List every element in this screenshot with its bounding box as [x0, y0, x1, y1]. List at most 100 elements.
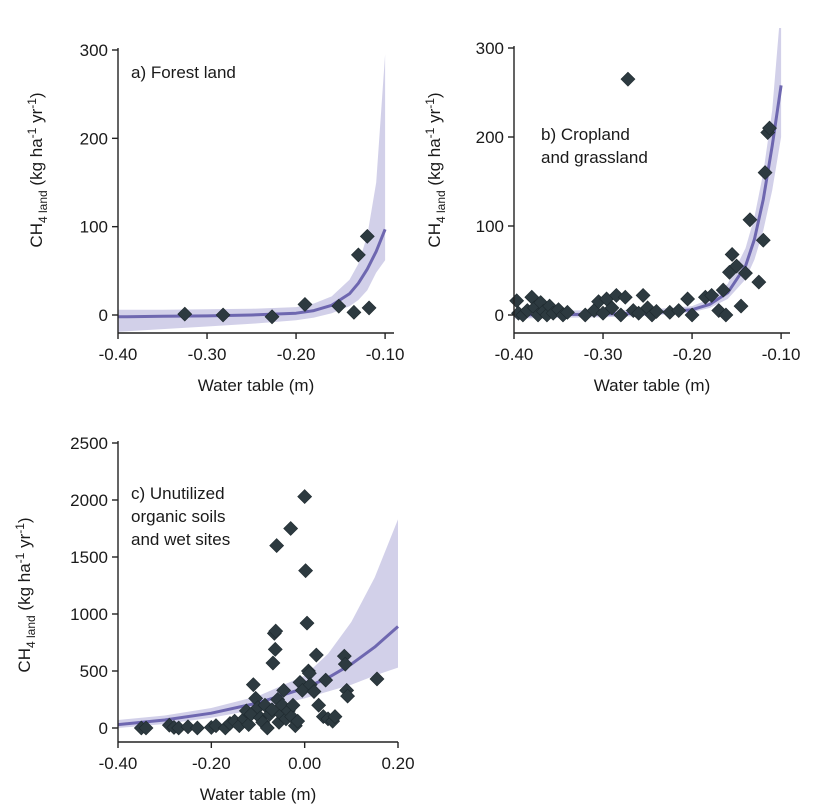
- data-point: [361, 300, 377, 316]
- data-point: [617, 289, 633, 305]
- y-tick-label: 2000: [70, 491, 108, 510]
- x-tick-label: -0.10: [366, 345, 405, 364]
- data-point: [264, 309, 280, 325]
- data-point: [649, 304, 664, 319]
- data-point: [715, 282, 731, 298]
- data-point: [762, 120, 777, 136]
- y-tick-label: 300: [476, 39, 504, 58]
- y-tick-label: 300: [80, 41, 108, 60]
- data-point: [276, 682, 292, 698]
- data-point: [308, 647, 324, 663]
- data-point: [311, 697, 327, 713]
- y-tick-label: 100: [476, 217, 504, 236]
- data-point: [359, 228, 375, 244]
- data-point: [369, 671, 385, 687]
- data-point: [738, 265, 753, 281]
- data-point: [189, 720, 205, 736]
- fit-curve: [118, 228, 387, 319]
- data-point: [298, 563, 314, 579]
- y-tick-label: 200: [80, 129, 108, 148]
- data-point: [671, 303, 687, 318]
- data-point: [283, 521, 299, 536]
- data-point: [340, 688, 356, 704]
- y-tick-label: 200: [476, 128, 504, 147]
- data-point: [259, 720, 275, 736]
- x-tick-label: -0.20: [277, 345, 316, 364]
- data-point: [729, 258, 745, 274]
- data-point: [180, 719, 196, 735]
- data-point: [327, 709, 343, 725]
- data-point: [755, 232, 771, 248]
- y-tick-label: 1500: [70, 548, 108, 567]
- y-tick-label: 0: [99, 719, 108, 738]
- data-point: [265, 655, 281, 671]
- data-point: [751, 274, 767, 290]
- data-point: [337, 656, 353, 672]
- chart-panel-unutilized-organic-soils: 0 500 1000 1500 2000 2500 -0.40 -0.20 0.00 0.20 Wa…: [13, 434, 415, 804]
- data-point: [290, 713, 306, 729]
- y-tick-label: 0: [495, 306, 504, 325]
- data-point: [680, 291, 696, 307]
- data-point: [684, 307, 700, 323]
- data-point: [604, 300, 620, 316]
- data-point: [215, 307, 231, 323]
- data-point: [620, 71, 636, 87]
- x-tick-label: -0.20: [192, 754, 231, 773]
- panel-label: a) Forest land: [131, 63, 236, 82]
- data-point: [299, 615, 315, 631]
- data-point: [350, 247, 366, 263]
- data-point: [509, 293, 525, 309]
- x-tick-label: -0.20: [673, 345, 712, 364]
- data-point: [757, 165, 773, 181]
- y-tick-label: 1000: [70, 605, 108, 624]
- chart-panel-forest-land: 0 100 200 300 -0.40 -0.30 -0.20 -0.10 Water tabl…: [25, 41, 404, 395]
- data-point: [267, 641, 283, 657]
- data-point: [297, 296, 313, 312]
- x-tick-label: 0.00: [288, 754, 321, 773]
- x-tick-label: -0.40: [495, 345, 534, 364]
- y-axis-title: CH4 land (kg ha-1 yr-1): [423, 92, 448, 247]
- y-axis-title: CH4 land (kg ha-1 yr-1): [13, 517, 38, 672]
- x-tick-label: -0.10: [762, 345, 801, 364]
- data-point: [268, 623, 284, 639]
- chart-panel-cropland-grassland: 0 100 200 300 -0.40 -0.30 -0.20 -0.10 Water tabl…: [423, 28, 801, 395]
- x-axis-title: Water table (m): [198, 376, 315, 395]
- x-tick-label: -0.40: [99, 754, 138, 773]
- data-point: [177, 306, 193, 322]
- plot-area: [118, 54, 387, 332]
- x-tick-label: -0.30: [188, 345, 227, 364]
- data-point: [704, 287, 720, 303]
- y-tick-label: 100: [80, 218, 108, 237]
- x-tick-label: -0.30: [584, 345, 623, 364]
- data-point: [297, 489, 313, 505]
- panel-label: organic soils: [131, 507, 226, 526]
- x-axis-title: Water table (m): [200, 785, 317, 804]
- y-tick-label: 500: [80, 662, 108, 681]
- panel-label: and wet sites: [131, 530, 230, 549]
- data-point: [724, 247, 740, 262]
- data-point: [306, 684, 322, 699]
- x-axis-title: Water table (m): [594, 376, 711, 395]
- data-point: [138, 720, 154, 736]
- data-point: [733, 298, 749, 314]
- data-point: [269, 538, 285, 554]
- panel-label: b) Cropland: [541, 125, 630, 144]
- data-point: [285, 697, 301, 713]
- x-tick-label: -0.40: [99, 345, 138, 364]
- confidence-band: [118, 54, 386, 332]
- data-point: [245, 677, 261, 693]
- panel-label: and grassland: [541, 148, 648, 167]
- y-tick-label: 0: [99, 306, 108, 325]
- data-point: [318, 672, 334, 688]
- data-point: [331, 298, 347, 314]
- data-point: [635, 287, 651, 303]
- data-point: [346, 304, 362, 320]
- data-point: [613, 307, 629, 323]
- data-point: [241, 717, 257, 733]
- x-tick-label: 0.20: [381, 754, 414, 773]
- y-axis-title: CH4 land (kg ha-1 yr-1): [25, 92, 50, 247]
- y-tick-label: 2500: [70, 434, 108, 453]
- data-point: [742, 212, 758, 228]
- data-point: [559, 304, 575, 320]
